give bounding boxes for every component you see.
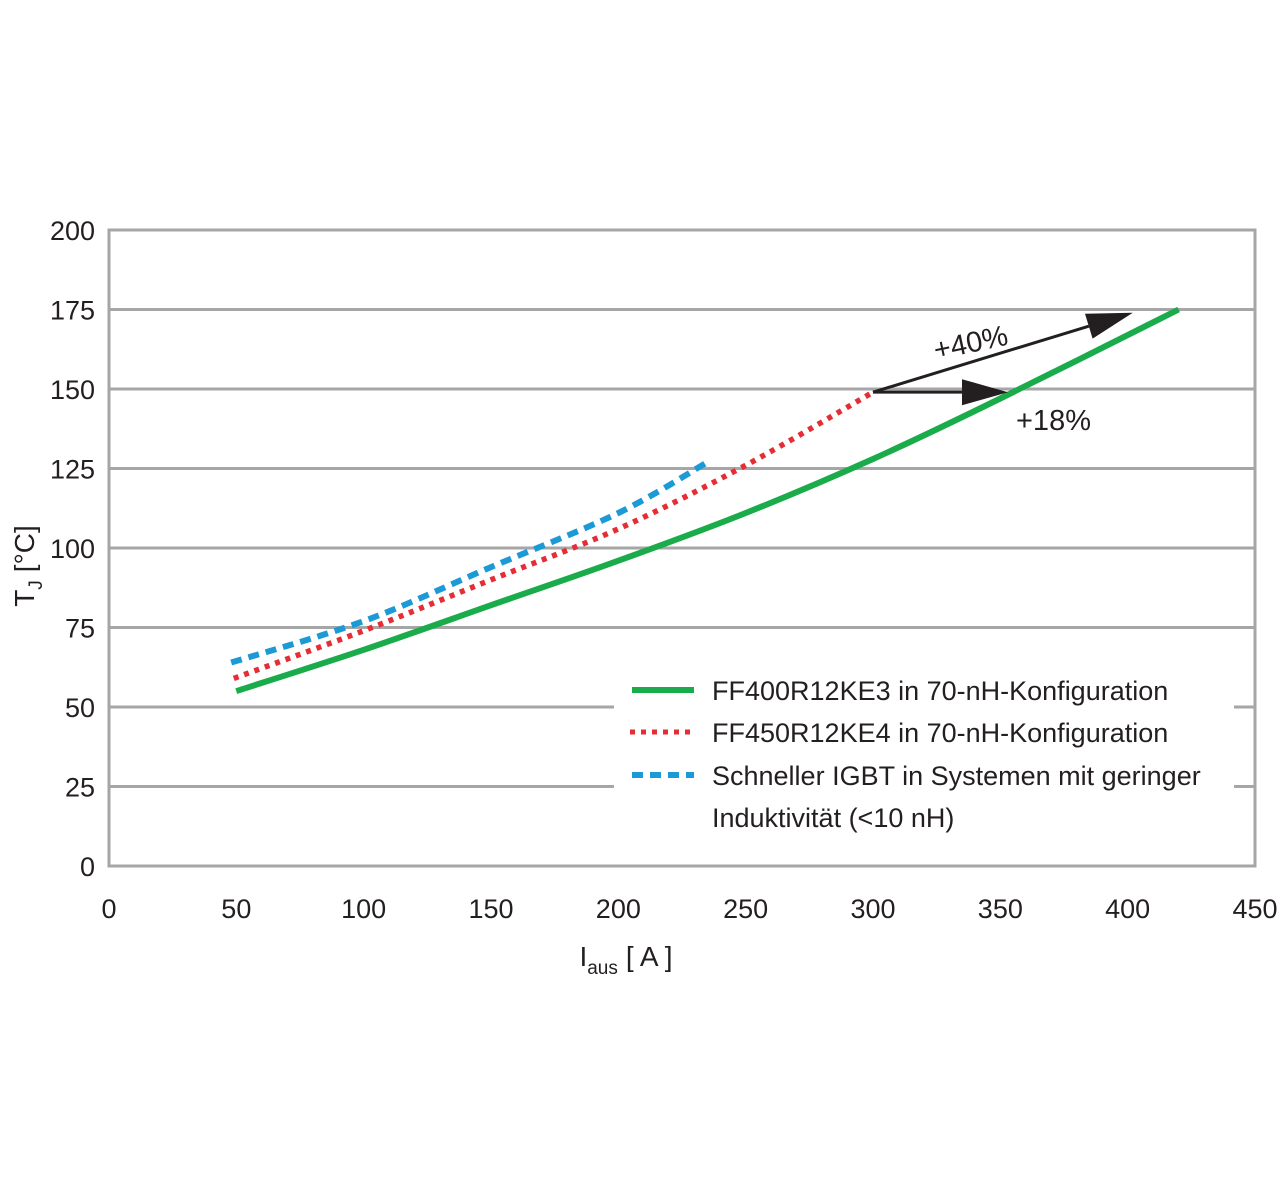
legend-background	[614, 664, 1234, 852]
legend-label-fast-igbt-line1: Schneller IGBT in Systemen mit geringer	[712, 761, 1201, 791]
y-tick-label: 200	[50, 216, 95, 246]
x-tick-label: 250	[723, 894, 768, 924]
y-axis-symbol: T	[9, 590, 40, 607]
x-tick-label: 50	[221, 894, 251, 924]
x-tick-label: 300	[850, 894, 895, 924]
x-tick-labels: 0 50 100 150 200 250 300 350 400 450	[101, 894, 1277, 924]
annotation-plus18: +18%	[1016, 405, 1091, 437]
y-tick-label: 100	[50, 534, 95, 564]
series-line-ff400r12ke3	[235, 306, 1180, 694]
y-axis-title: TJ [°C]	[9, 525, 47, 607]
y-tick-label: 50	[65, 693, 95, 723]
annotations: +40% +18%	[872, 312, 1133, 437]
x-tick-label: 100	[341, 894, 386, 924]
legend-label-fast-igbt-line2: Induktivität (<10 nH)	[712, 803, 954, 833]
x-axis-title: Iaus [ A ]	[579, 941, 672, 979]
svg-text:TJ[°C]: TJ [°C]	[9, 525, 47, 607]
arrow-plus40-head	[1085, 312, 1133, 339]
y-tick-label: 25	[65, 773, 95, 803]
x-tick-label: 0	[101, 894, 116, 924]
legend-label-ke3: FF400R12KE3 in 70-nH-Konfiguration	[712, 676, 1168, 706]
y-tick-label: 175	[50, 296, 95, 326]
x-tick-label: 450	[1232, 894, 1277, 924]
series-line-fast-igbt	[230, 459, 709, 666]
y-tick-label: 125	[50, 455, 95, 485]
legend-label-ke4: FF450R12KE4 in 70-nH-Konfiguration	[712, 718, 1168, 748]
x-tick-label: 150	[468, 894, 513, 924]
x-axis-unit: [ A ]	[626, 941, 673, 972]
plot-frame	[107, 228, 1257, 868]
y-tick-label: 75	[65, 614, 95, 644]
arrow-plus40	[872, 324, 1090, 394]
y-tick-label: 0	[80, 852, 95, 882]
x-axis-symbol: I	[579, 941, 587, 972]
legend: FF400R12KE3 in 70-nH-Konfiguration FF450…	[614, 664, 1234, 852]
x-tick-label: 400	[1105, 894, 1150, 924]
x-tick-label: 200	[596, 894, 641, 924]
x-axis-subscript: aus	[587, 958, 618, 979]
series-lines	[230, 306, 1180, 694]
y-tick-label: 150	[50, 375, 95, 405]
y-tick-labels: 0 25 50 75 100 125 150 175 200	[50, 216, 95, 882]
annotation-plus40: +40%	[931, 320, 1011, 367]
series-line-ff450r12ke4	[232, 389, 875, 681]
y-axis-unit: [°C]	[9, 525, 40, 572]
x-tick-label: 350	[978, 894, 1023, 924]
y-axis-subscript: J	[26, 580, 47, 590]
arrow-plus18-head	[962, 379, 1008, 406]
grid-lines	[109, 308, 1255, 788]
